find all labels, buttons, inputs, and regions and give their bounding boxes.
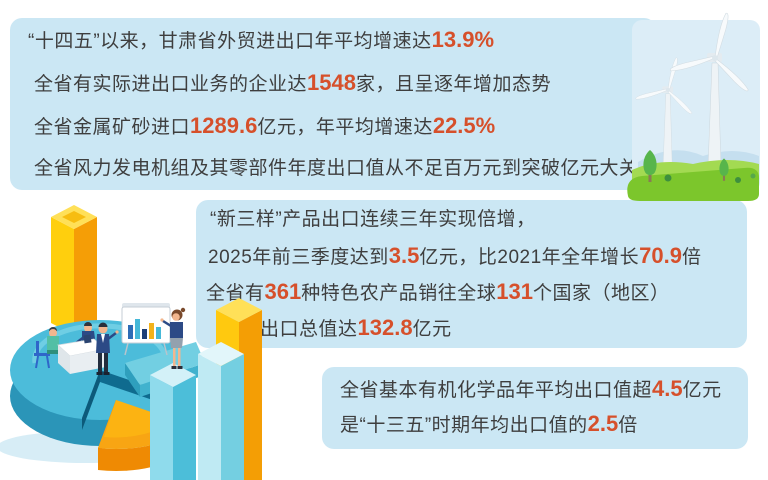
orange-pie-slice-icon <box>98 400 192 472</box>
stat-line-chemicals: 全省基本有机化学品年平均出口值超4.5亿元 <box>322 371 748 406</box>
stat-text: 2025年前三季度达到 <box>208 247 389 268</box>
stat-number: 361 <box>264 279 302 304</box>
hill-shape <box>638 150 759 188</box>
stat-number: 131 <box>496 279 533 304</box>
stat-line-enterprises: 全省有实际进出口业务的企业达1548家，且呈逐年增加态势 <box>10 61 656 104</box>
stat-text: 全省金属矿砂进口 <box>34 117 191 138</box>
stat-text: 出口总值达 <box>260 319 358 340</box>
stat-number: 22.5% <box>432 113 496 138</box>
middle-stats-panel: “新三样”产品出口连续三年实现倍增， 2025年前三季度达到3.5亿元，比202… <box>196 200 747 348</box>
stat-text: 个国家（地区） <box>532 283 670 304</box>
stat-number: 2.5 <box>587 411 619 436</box>
stat-number: 132.8 <box>357 315 413 340</box>
stat-number: 4.5 <box>652 376 683 401</box>
chart-shadow <box>0 431 173 463</box>
stat-text: 亿元 <box>412 319 452 340</box>
stat-text: 全省有 <box>206 283 265 304</box>
bush-icon <box>750 173 756 179</box>
stat-number: 1548 <box>307 70 356 95</box>
bush-icon <box>664 174 672 182</box>
top-stats-panel: “十四五”以来，甘肃省外贸进出口年平均增速达13.9% 全省有实际进出口业务的企… <box>10 18 656 190</box>
stat-line-wind-equipment: 全省风力发电机组及其零部件年度出口值从不足百万元到突破亿元大关 <box>10 147 656 190</box>
stat-text: 倍 <box>681 247 702 268</box>
gold-bar-tall-icon <box>51 205 97 335</box>
stat-text: 全省基本有机化学品年平均出口值超 <box>340 380 653 401</box>
stat-text: 亿元 <box>682 380 722 401</box>
pie-chart-icon <box>10 320 190 446</box>
bottom-stats-panel: 全省基本有机化学品年平均出口值超4.5亿元 是“十三五”时期年均出口值的2.5倍 <box>322 367 748 449</box>
stat-text: 倍 <box>618 415 638 436</box>
stat-text: 全省有实际进出口业务的企业达 <box>34 74 308 95</box>
wind-turbine-icon <box>668 12 751 169</box>
stat-line-agri-products: 全省有361种特色农产品销往全球131个国家（地区） <box>196 274 747 310</box>
stat-text: “十四五”以来，甘肃省外贸进出口年平均增速达 <box>28 31 432 52</box>
cyan-pie-wedge-icon <box>125 342 205 397</box>
stat-text: 家，且呈逐年增加态势 <box>355 74 551 95</box>
whiteboard-icon <box>121 303 171 356</box>
cyan-bar-icon <box>150 363 196 480</box>
stat-number: 13.9% <box>431 27 495 52</box>
stat-line-thirteenth-plan: 是“十三五”时期年均出口值的2.5倍 <box>322 406 748 441</box>
stat-number: 3.5 <box>388 243 420 268</box>
stat-text: 是“十三五”时期年均出口值的 <box>340 415 588 436</box>
stat-line-export-total: 出口总值达132.8亿元 <box>196 310 747 346</box>
stat-number: 70.9 <box>639 243 682 268</box>
tree-icon <box>719 158 729 181</box>
stat-number: 1289.6 <box>190 113 258 138</box>
stat-text: 全省风力发电机组及其零部件年度出口值从不足百万元到突破亿元大关 <box>34 158 639 179</box>
bush-icon <box>735 177 741 183</box>
stat-line-trade-growth: “十四五”以来，甘肃省外贸进出口年平均增速达13.9% <box>10 18 656 61</box>
stat-text: 亿元，年平均增速达 <box>257 117 433 138</box>
stat-text: 种特色农产品销往全球 <box>301 283 497 304</box>
stat-line-new-three: “新三样”产品出口连续三年实现倍增， <box>196 202 747 238</box>
stat-line-metal-ore: 全省金属矿砂进口1289.6亿元，年平均增速达22.5% <box>10 104 656 147</box>
light-cyan-bar-icon <box>198 342 244 480</box>
stat-text: 亿元，比2021年全年增长 <box>419 247 640 268</box>
stat-text: “新三样”产品出口连续三年实现倍增， <box>210 209 536 230</box>
businessman-icon <box>96 322 119 375</box>
presenter-woman-icon <box>160 307 186 369</box>
stat-line-2025-value: 2025年前三季度达到3.5亿元，比2021年全年增长70.9倍 <box>196 238 747 274</box>
meeting-desk-group <box>34 322 107 374</box>
